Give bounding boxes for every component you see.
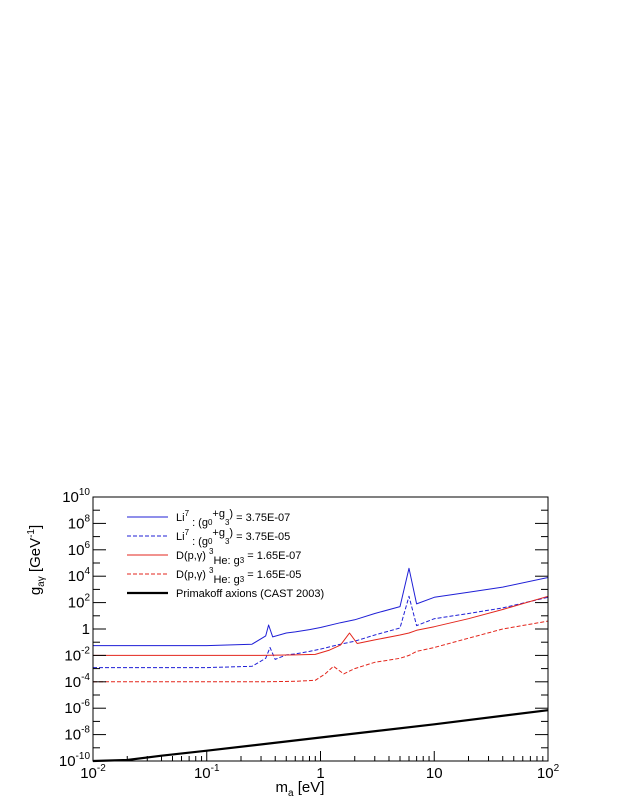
y-tick-label: 10-10 — [59, 751, 91, 770]
y-tick-label: 106 — [68, 540, 91, 559]
legend-label: Li7 : (g0+g3) = 3.75E-07 — [176, 508, 290, 529]
legend-label: D(p,γ) 3He: g3 = 1.65E-07 — [176, 547, 301, 567]
x-tick-label-exp: -2 — [97, 763, 106, 774]
y-tick-label-base: 1 — [82, 621, 90, 638]
legend-label-part: ) — [229, 527, 233, 539]
y-tick-label: 104 — [68, 566, 91, 585]
y-tick-label-exp: -8 — [81, 725, 90, 736]
tick-label-layer: 10-2 10-1 1 10 10210-1010-810-610-410-211021… — [59, 487, 560, 782]
y-tick-label: 10-2 — [64, 645, 90, 664]
legend-label-part: 3 — [240, 575, 245, 584]
y-tick-label-base: 10 — [64, 647, 81, 664]
legend-label-part: : (g — [189, 536, 208, 548]
legend-label-part: He: g — [213, 555, 239, 567]
y-tick-label-exp: 6 — [84, 540, 90, 551]
legend-label-part: 0 — [208, 518, 213, 527]
legend-label-part: 3 — [240, 556, 245, 565]
y-axis-title-rest: [GeV — [27, 538, 44, 576]
y-tick-label-exp: 8 — [84, 513, 90, 524]
x-tick-label-base: 10 — [537, 765, 554, 782]
y-tick-label-base: 10 — [68, 515, 85, 532]
y-axis-title-sup: -1 — [26, 529, 37, 538]
legend-label-part: : (g — [189, 517, 208, 529]
legend-label-part: 3 — [209, 566, 214, 575]
legend-label-part: = 1.65E-07 — [244, 550, 301, 562]
y-tick-label: 1 — [82, 621, 90, 638]
x-tick-label-base: 10 — [426, 765, 443, 782]
x-tick-label-base: 10 — [80, 765, 97, 782]
y-tick-label-base: 10 — [68, 595, 85, 612]
legend-label-part: He: g — [213, 574, 239, 586]
tick-layer — [92, 496, 549, 762]
y-tick-label: 10-6 — [64, 698, 90, 717]
y-tick-label: 10-8 — [64, 725, 90, 744]
legend-label-part: D(p,γ) — [176, 569, 209, 581]
x-axis-title-rest: [eV] — [294, 779, 325, 796]
legend-label-part: 0 — [208, 537, 213, 546]
y-axis-title: gaγ [GeV-1] — [26, 525, 47, 595]
y-tick-label-exp: -6 — [81, 698, 90, 709]
y-tick-label-exp: -10 — [76, 751, 91, 762]
legend-label-part: +g — [212, 508, 225, 520]
legend-label-part: 7 — [185, 528, 190, 537]
x-tick-label: 1 — [316, 765, 324, 782]
series-line — [93, 620, 549, 683]
legend-label-part: Primakoff axions (CAST 2003) — [176, 588, 324, 600]
legend-label-part: Li — [176, 531, 185, 543]
x-axis-title-sub: a — [288, 788, 294, 799]
y-tick-label: 10-4 — [64, 672, 90, 691]
legend-label: Primakoff axions (CAST 2003) — [176, 588, 324, 600]
legend-label-part: Li — [176, 512, 185, 524]
legend-label-part: = 3.75E-05 — [233, 531, 290, 543]
legend-label-part: +g — [212, 527, 225, 539]
legend-label: D(p,γ) 3He: g3 = 1.65E-05 — [176, 566, 301, 586]
y-tick-label-exp: 4 — [84, 566, 90, 577]
x-tick-label-base: 1 — [316, 765, 324, 782]
legend-label-part: = 3.75E-07 — [233, 512, 290, 524]
y-tick-label-base: 10 — [59, 753, 76, 770]
y-tick-label-base: 10 — [62, 489, 79, 506]
y-tick-label-exp: 10 — [79, 487, 91, 498]
y-tick-label: 1010 — [62, 487, 90, 506]
y-axis-title-base: g — [27, 587, 44, 595]
x-tick-label: 10-2 — [80, 763, 106, 782]
x-tick-label-base: 10 — [194, 765, 211, 782]
series-line — [93, 567, 549, 647]
y-tick-label-exp: -2 — [81, 645, 90, 656]
series-line — [93, 595, 549, 656]
x-tick-label: 10-1 — [194, 763, 220, 782]
y-tick-label: 102 — [68, 593, 91, 612]
legend-label-part: D(p,γ) — [176, 550, 209, 562]
y-tick-label-base: 10 — [68, 568, 85, 585]
y-tick-label-exp: 2 — [84, 593, 90, 604]
x-axis-title-base: m — [276, 779, 289, 796]
y-tick-label-base: 10 — [64, 700, 81, 717]
x-tick-label-exp: -1 — [211, 763, 220, 774]
y-tick-label-base: 10 — [64, 727, 81, 744]
y-tick-label-base: 10 — [68, 542, 85, 559]
y-axis-title-close: ] — [27, 525, 44, 529]
x-tick-label-exp: 2 — [554, 763, 560, 774]
x-tick-label: 102 — [537, 763, 560, 782]
y-tick-label-exp: -4 — [81, 672, 90, 683]
legend-label: Li7 : (g0+g3) = 3.75E-05 — [176, 527, 290, 548]
series-line — [93, 595, 549, 669]
legend-label-part: ) — [229, 508, 233, 520]
legend-label-part: 3 — [225, 537, 230, 546]
legend-label-part: 7 — [185, 509, 190, 518]
legend-label-part: 3 — [225, 518, 230, 527]
x-tick-label: 10 — [426, 765, 443, 782]
x-axis-title: ma [eV] — [276, 779, 325, 799]
y-axis-title-sub: aγ — [36, 576, 47, 587]
legend-label-part: = 1.65E-05 — [244, 569, 301, 581]
y-tick-label-base: 10 — [64, 674, 81, 691]
y-tick-label: 108 — [68, 513, 91, 532]
legend-label-part: 3 — [209, 547, 214, 556]
